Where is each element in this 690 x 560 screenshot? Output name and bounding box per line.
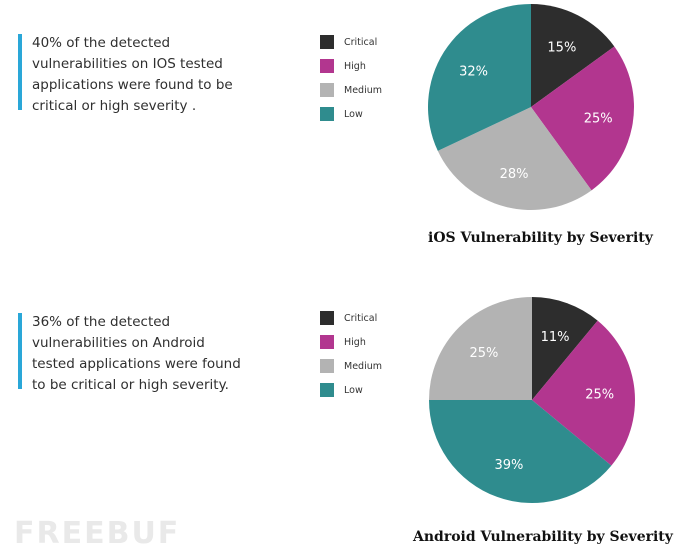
legend-label-high: High xyxy=(344,60,366,72)
legend-swatch-high xyxy=(320,335,334,349)
ios-chart-title: iOS Vulnerability by Severity xyxy=(428,230,653,246)
legend-label-high: High xyxy=(344,336,366,348)
legend-label-low: Low xyxy=(344,384,363,396)
android-summary-text: 36% of the detected vulnerabilities on A… xyxy=(32,314,241,393)
pie-slice-low xyxy=(429,400,612,503)
legend-item-critical: Critical xyxy=(320,30,382,54)
pie-label-critical: 15% xyxy=(547,40,576,55)
legend-swatch-critical xyxy=(320,35,334,49)
legend-swatch-low xyxy=(320,107,334,121)
legend-item-low: Low xyxy=(320,378,382,402)
legend-item-medium: Medium xyxy=(320,354,382,378)
legend-swatch-low xyxy=(320,383,334,397)
pie-label-low: 32% xyxy=(459,65,488,80)
pie-slice-critical xyxy=(532,297,598,400)
pie-label-medium: 25% xyxy=(469,346,498,361)
legend-swatch-critical xyxy=(320,311,334,325)
pie-label-medium: 28% xyxy=(500,167,529,182)
ios-legend: Critical High Medium Low xyxy=(320,30,382,126)
legend-item-low: Low xyxy=(320,102,382,126)
android-chart-title: Android Vulnerability by Severity xyxy=(413,529,673,545)
legend-item-medium: Medium xyxy=(320,78,382,102)
pie-label-low: 39% xyxy=(495,458,524,473)
legend-swatch-medium xyxy=(320,359,334,373)
legend-item-critical: Critical xyxy=(320,306,382,330)
pie-slice-medium xyxy=(437,107,592,210)
callout-bar xyxy=(18,313,22,389)
android-legend: Critical High Medium Low xyxy=(320,306,382,402)
pie-label-high: 25% xyxy=(584,112,613,127)
pie-slice-high xyxy=(532,320,635,466)
callout-bar xyxy=(18,34,22,110)
legend-label-medium: Medium xyxy=(344,360,382,372)
legend-label-critical: Critical xyxy=(344,36,378,48)
pie-slice-high xyxy=(531,46,634,191)
legend-label-critical: Critical xyxy=(344,312,378,324)
pie-slice-critical xyxy=(531,4,615,107)
legend-label-low: Low xyxy=(344,108,363,120)
android-pie-chart: 11% 25% 39% 25% xyxy=(429,297,635,503)
ios-summary-text: 40% of the detected vulnerabilities on I… xyxy=(32,35,233,114)
pie-label-critical: 11% xyxy=(541,330,570,345)
pie-slice-medium xyxy=(429,297,532,400)
android-panel: 36% of the detected vulnerabilities on A… xyxy=(0,280,690,560)
legend-swatch-medium xyxy=(320,83,334,97)
legend-item-high: High xyxy=(320,330,382,354)
legend-swatch-high xyxy=(320,59,334,73)
pie-slice-low xyxy=(428,4,531,151)
ios-panel: 40% of the detected vulnerabilities on I… xyxy=(0,0,690,275)
pie-label-high: 25% xyxy=(585,388,614,403)
legend-label-medium: Medium xyxy=(344,84,382,96)
ios-pie-chart: 15% 25% 28% 32% xyxy=(428,4,634,210)
legend-item-high: High xyxy=(320,54,382,78)
watermark-logo: FREEBUF xyxy=(14,516,181,551)
